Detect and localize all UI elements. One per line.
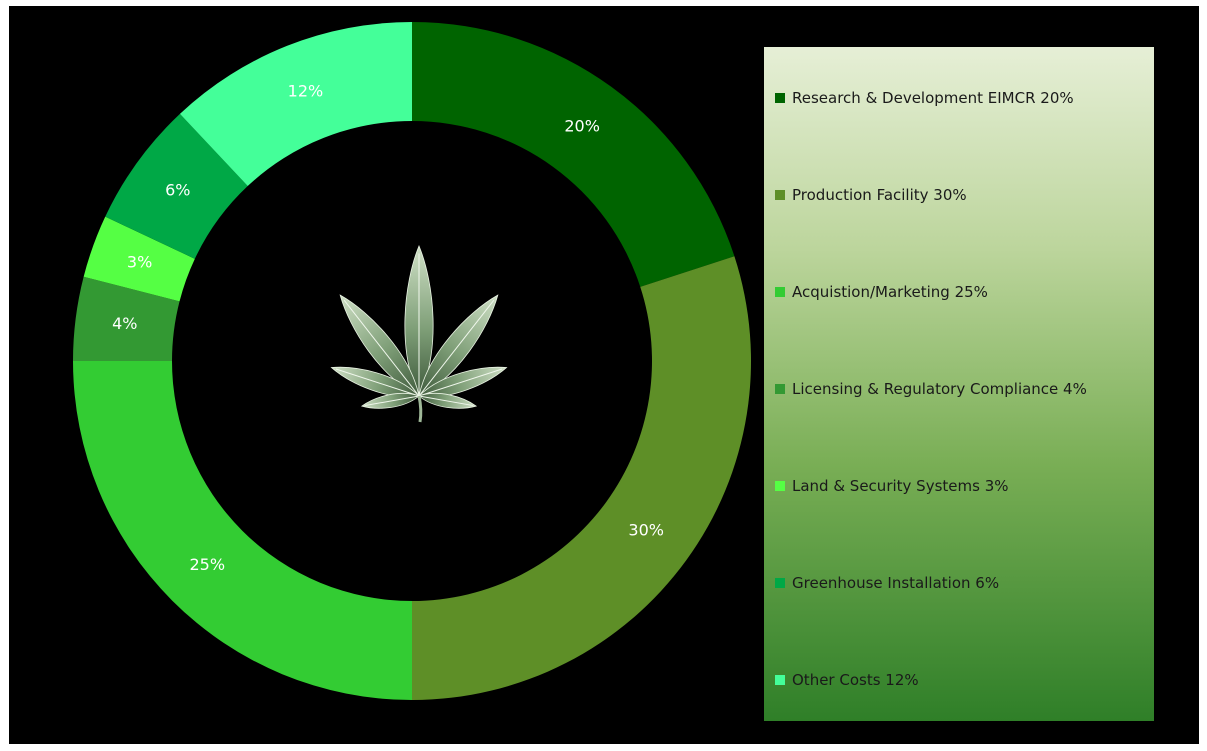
- legend-item-3: Acquistion/Marketing 25%: [775, 281, 988, 303]
- donut-slice-1: [412, 22, 735, 287]
- legend-item-6: Greenhouse Installation 6%: [775, 572, 999, 594]
- legend-swatch-6: [775, 578, 785, 588]
- legend-swatch-3: [775, 287, 785, 297]
- legend-label-3: Acquistion/Marketing 25%: [792, 283, 988, 301]
- donut-chart: 20% 30% 25% 4% 3% 6% 12%: [73, 22, 751, 700]
- legend-label-5: Land & Security Systems 3%: [792, 477, 1009, 495]
- legend-label-1: Research & Development EIMCR 20%: [792, 89, 1074, 107]
- legend-item-1: Research & Development EIMCR 20%: [775, 87, 1074, 109]
- donut-slice-4: [73, 276, 180, 361]
- donut-slice-7: [179, 22, 412, 187]
- data-label-4: 4%: [112, 314, 137, 333]
- data-label-group: 20% 30% 25% 4% 3% 6% 12%: [112, 81, 664, 574]
- data-label-7: 12%: [288, 81, 324, 100]
- data-label-5: 3%: [127, 252, 152, 271]
- legend-item-2: Production Facility 30%: [775, 184, 967, 206]
- legend: Research & Development EIMCR 20% Producti…: [764, 47, 1154, 721]
- cannabis-leaf-icon: [330, 244, 508, 423]
- donut-slice-5: [83, 216, 195, 302]
- legend-swatch-4: [775, 384, 785, 394]
- donut-slice-2: [412, 256, 751, 700]
- donut-slice-6: [105, 113, 248, 259]
- slice-group: [73, 22, 751, 700]
- legend-label-4: Licensing & Regulatory Compliance 4%: [792, 380, 1087, 398]
- donut-slice-3: [73, 361, 412, 700]
- legend-item-5: Land & Security Systems 3%: [775, 475, 1009, 497]
- legend-item-7: Other Costs 12%: [775, 669, 919, 691]
- legend-swatch-1: [775, 93, 785, 103]
- data-label-2: 30%: [628, 521, 664, 540]
- legend-swatch-7: [775, 675, 785, 685]
- legend-swatch-5: [775, 481, 785, 491]
- chart-area: 20% 30% 25% 4% 3% 6% 12% Research & Developmen…: [9, 6, 1199, 744]
- legend-item-4: Licensing & Regulatory Compliance 4%: [775, 378, 1087, 400]
- legend-label-7: Other Costs 12%: [792, 671, 919, 689]
- legend-label-2: Production Facility 30%: [792, 186, 967, 204]
- data-label-1: 20%: [564, 116, 600, 135]
- data-label-6: 6%: [165, 180, 190, 199]
- legend-swatch-2: [775, 190, 785, 200]
- legend-label-6: Greenhouse Installation 6%: [792, 574, 1000, 592]
- data-label-3: 25%: [190, 555, 226, 574]
